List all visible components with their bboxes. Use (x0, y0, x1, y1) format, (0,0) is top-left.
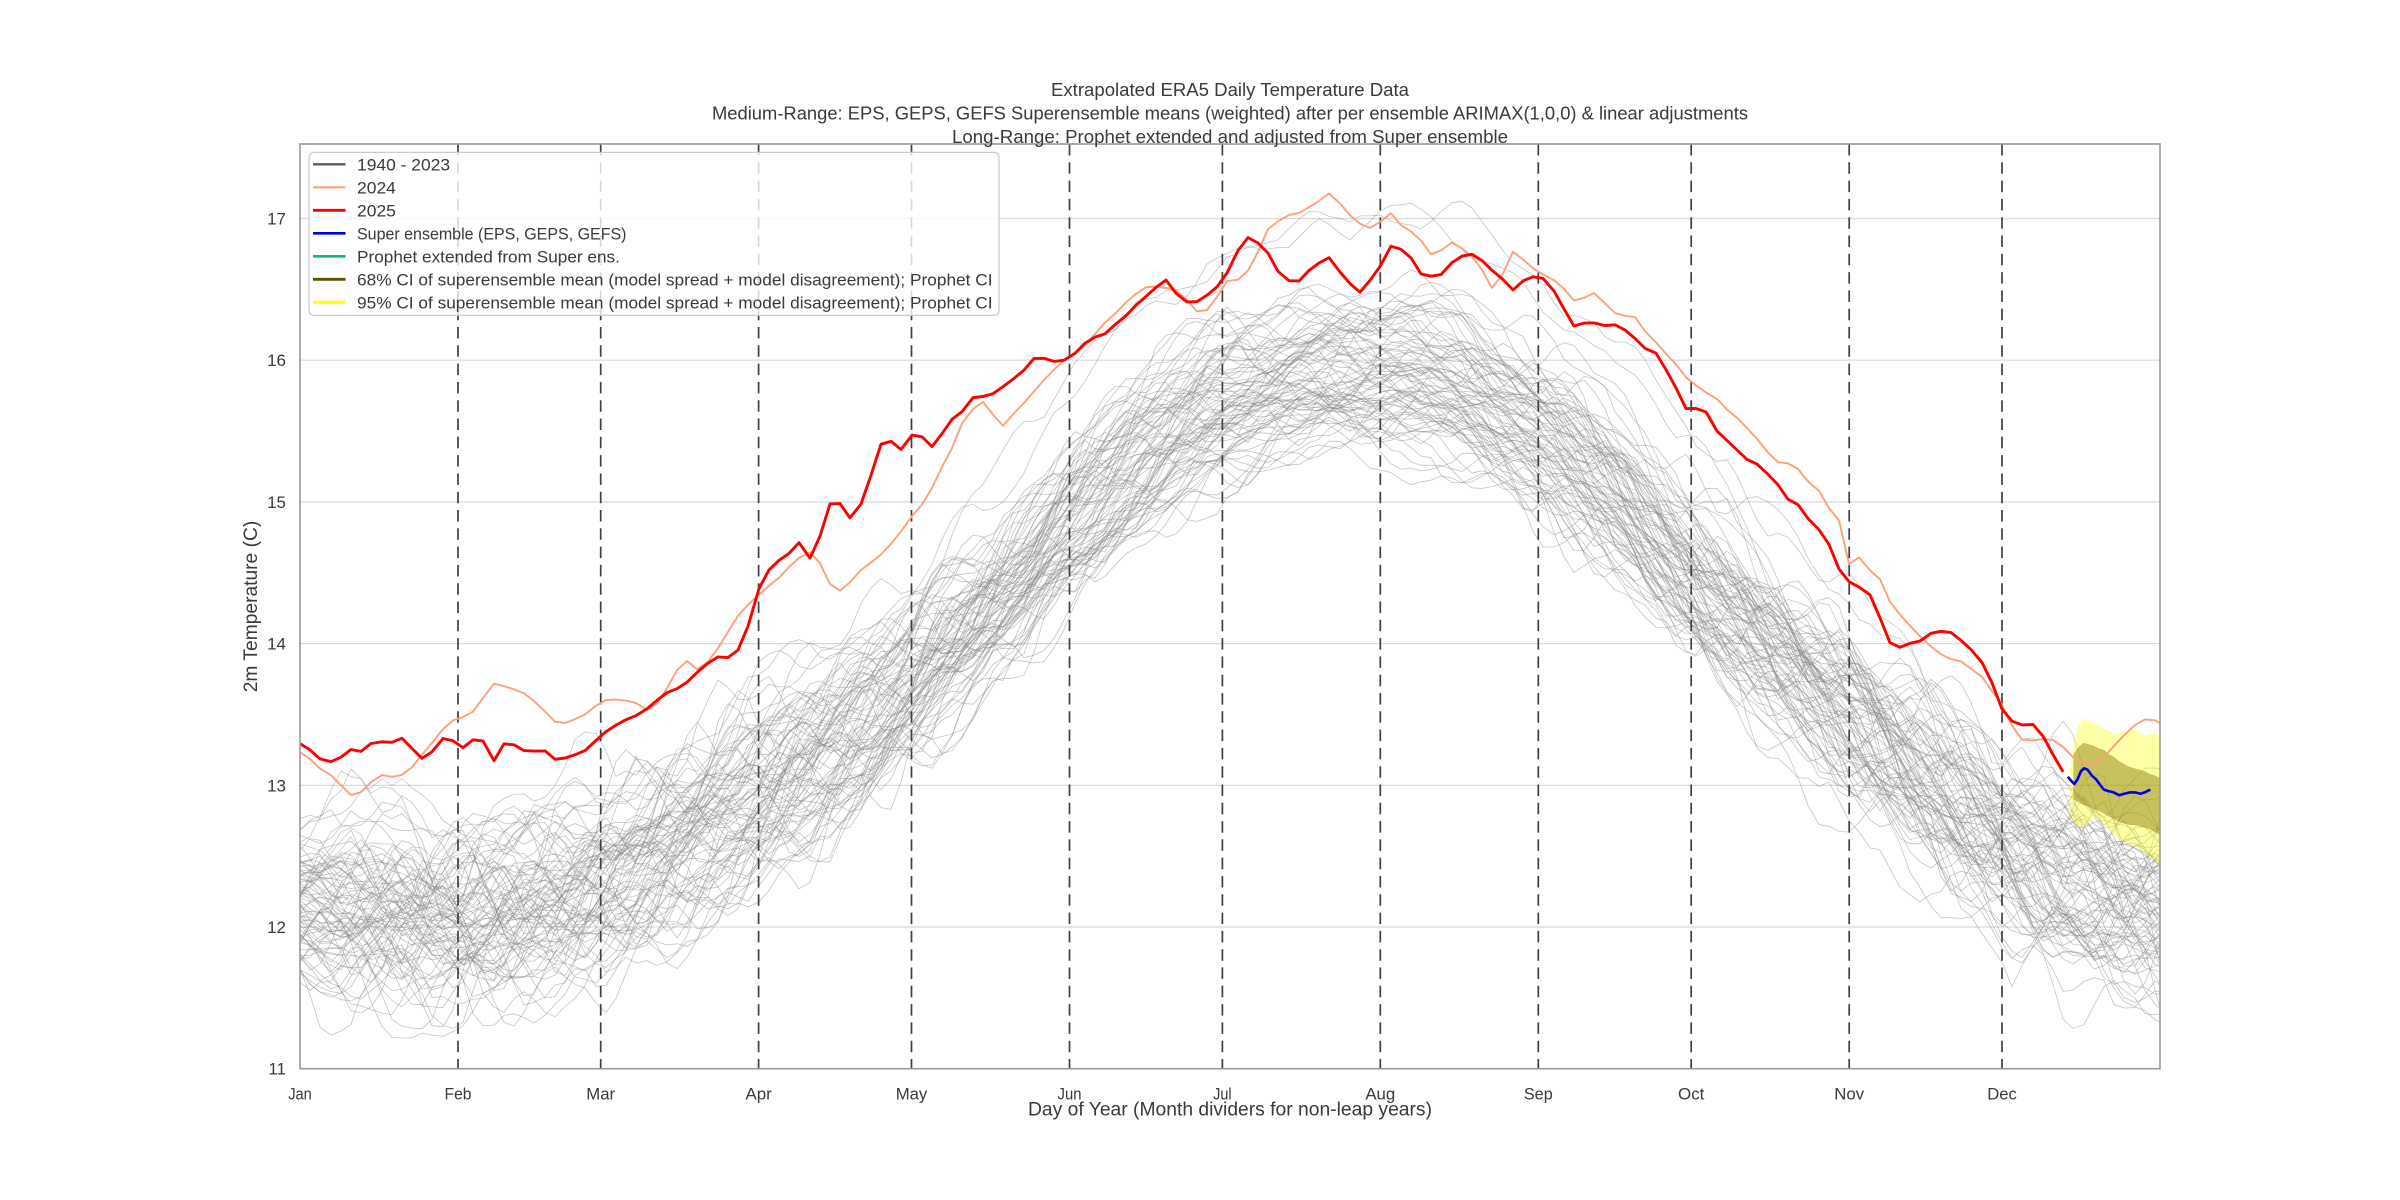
svg-text:May: May (896, 1085, 928, 1104)
svg-text:Jan: Jan (288, 1085, 312, 1104)
svg-text:Dec: Dec (1987, 1085, 2017, 1104)
svg-text:Sep: Sep (1524, 1085, 1553, 1104)
svg-text:17: 17 (267, 210, 286, 229)
svg-text:Aug: Aug (1365, 1085, 1395, 1104)
svg-text:13: 13 (267, 776, 286, 795)
svg-text:Prophet extended from Super en: Prophet extended from Super ens. (357, 247, 620, 266)
svg-text:Nov: Nov (1834, 1085, 1864, 1104)
svg-text:14: 14 (267, 635, 286, 654)
svg-text:Extrapolated ERA5 Daily Temper: Extrapolated ERA5 Daily Temperature Data (1051, 79, 1410, 100)
svg-text:Super ensemble (EPS, GEPS, GEF: Super ensemble (EPS, GEPS, GEFS) (357, 224, 627, 243)
svg-text:Jul: Jul (1213, 1085, 1232, 1104)
svg-text:Jun: Jun (1058, 1085, 1082, 1104)
svg-text:Feb: Feb (445, 1085, 472, 1104)
svg-text:Mar: Mar (586, 1085, 615, 1104)
svg-text:68% CI of superensemble mean (: 68% CI of superensemble mean (model spre… (357, 270, 993, 289)
svg-text:2025: 2025 (357, 201, 396, 220)
svg-text:16: 16 (267, 351, 286, 370)
svg-text:Medium-Range: EPS, GEPS, GEFS: Medium-Range: EPS, GEPS, GEFS Superensem… (712, 103, 1748, 124)
svg-text:Apr: Apr (745, 1085, 772, 1104)
svg-text:12: 12 (267, 918, 286, 937)
svg-text:Oct: Oct (1678, 1085, 1705, 1104)
svg-text:Long-Range: Prophet extended a: Long-Range: Prophet extended and adjuste… (952, 126, 1508, 147)
svg-text:95% CI of superensemble mean (: 95% CI of superensemble mean (model spre… (357, 293, 993, 312)
svg-text:Day of Year (Month dividers fo: Day of Year (Month dividers for non-leap… (1028, 1100, 1432, 1121)
svg-text:1940 - 2023: 1940 - 2023 (357, 155, 450, 174)
svg-text:2m Temperature (C): 2m Temperature (C) (241, 521, 262, 693)
svg-text:2024: 2024 (357, 178, 396, 197)
svg-text:15: 15 (267, 493, 286, 512)
svg-text:11: 11 (268, 1060, 286, 1079)
